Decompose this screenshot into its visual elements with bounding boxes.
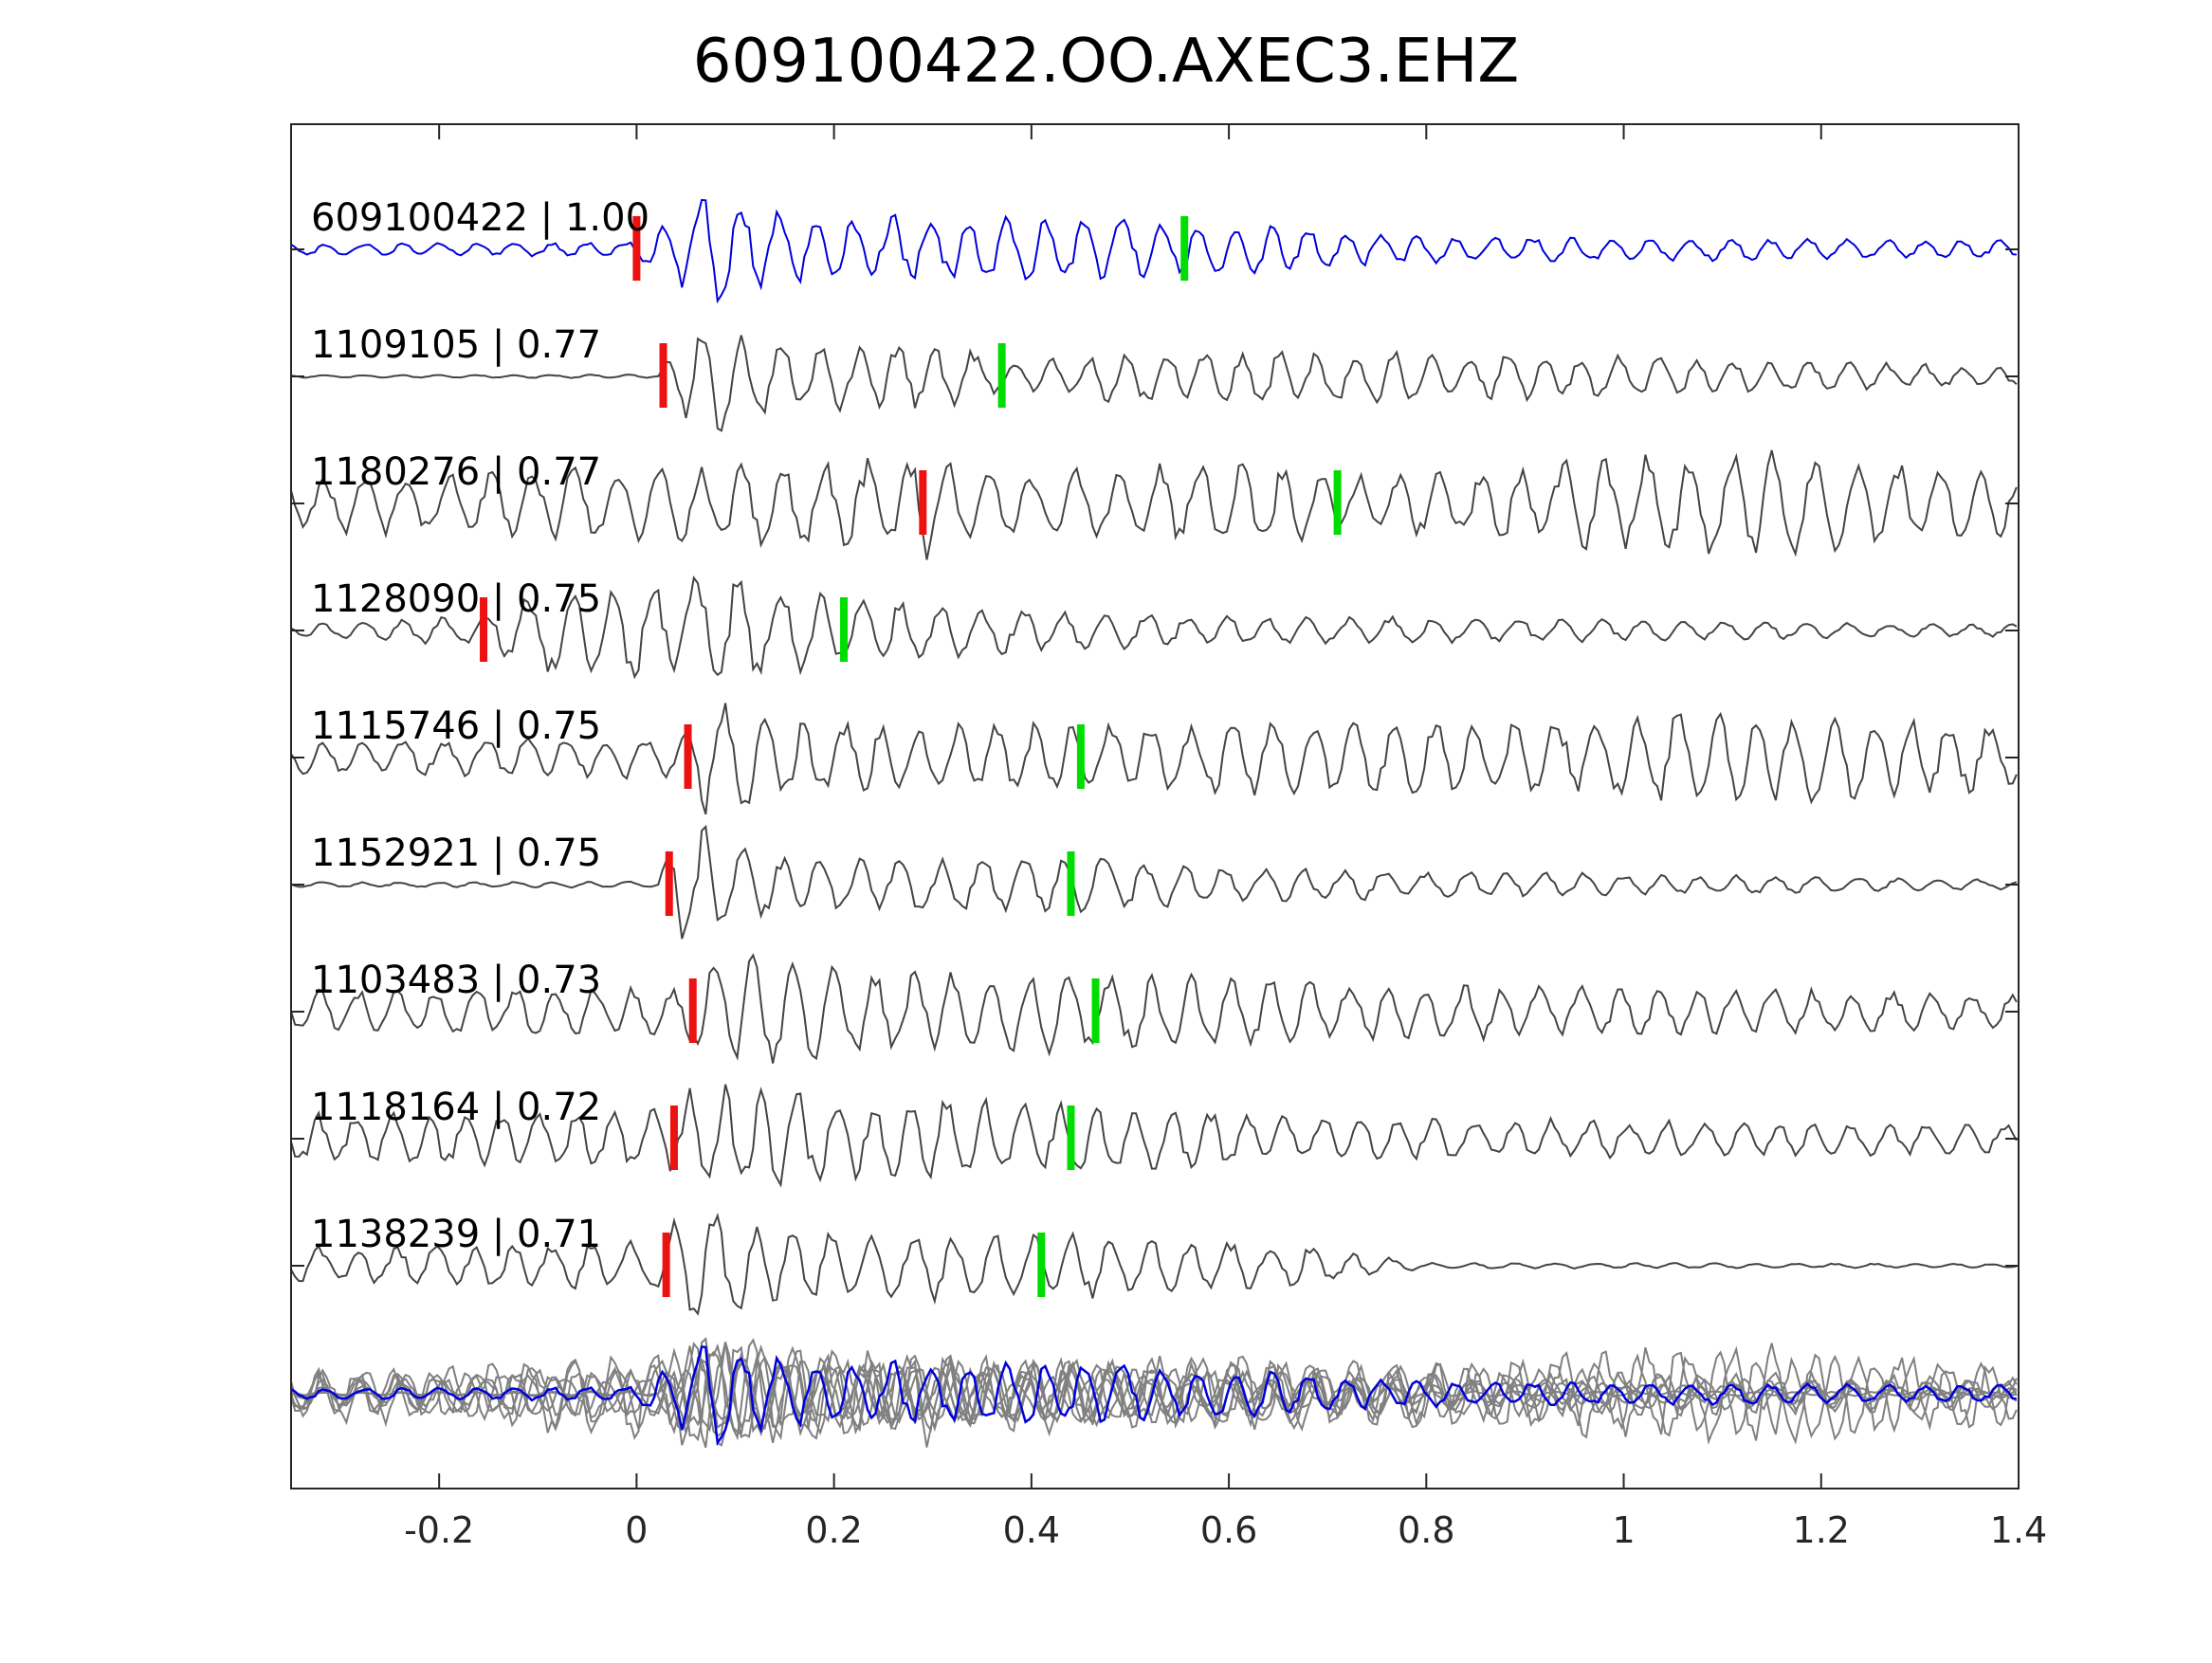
trace-line-1 (290, 335, 2018, 432)
trace-label-1: 1109105 | 0.77 (311, 323, 601, 367)
trace-line-2 (290, 449, 2018, 560)
x-tick-label-3: 0.4 (1003, 1509, 1060, 1551)
x-axis: -0.2 0 0.2 0.4 0.6 0.8 1 1.2 1.4 (404, 124, 2047, 1551)
trace-line-4 (290, 703, 2018, 815)
stack-layer (290, 1337, 2018, 1449)
trace-label-5: 1152921 | 0.75 (311, 832, 601, 875)
x-tick-label-4: 0.6 (1200, 1509, 1257, 1551)
trace-label-8: 1138239 | 0.71 (311, 1213, 601, 1256)
chart-title: 609100422.OO.AXEC3.EHZ (692, 27, 1520, 97)
trace-label-3: 1128090 | 0.75 (311, 577, 601, 621)
x-tick-label-7: 1.2 (1793, 1509, 1850, 1551)
x-tick-label-2: 0.2 (805, 1509, 862, 1551)
x-tick-label-1: 0 (625, 1509, 648, 1551)
trace-line-6 (290, 953, 2018, 1064)
stack-trace-8 (290, 1343, 2018, 1442)
x-tick-label-5: 0.8 (1398, 1509, 1454, 1551)
stack-trace-7 (290, 1342, 2018, 1441)
trace-line-7 (290, 1084, 2018, 1188)
trace-line-3 (290, 576, 2018, 680)
x-tick-label-8: 1.4 (1990, 1509, 2047, 1551)
trace-label-2: 1180276 | 0.77 (311, 450, 601, 494)
trace-label-4: 1115746 | 0.75 (311, 704, 601, 748)
x-tick-label-0: -0.2 (404, 1509, 474, 1551)
traces-layer (290, 198, 2019, 1316)
trace-line-8 (290, 1213, 2018, 1316)
stack-trace-0 (290, 1345, 2017, 1447)
plot-frame (290, 123, 2020, 1489)
trace-label-0: 609100422 | 1.00 (311, 196, 649, 240)
trace-labels-layer: 609100422 | 1.00 1109105 | 0.77 1180276 | … (311, 196, 649, 1256)
trace-line-0 (290, 198, 2017, 304)
trace-label-6: 1103483 | 0.73 (311, 959, 601, 1002)
trace-label-7: 1118164 | 0.72 (311, 1086, 601, 1129)
stack-trace-3 (290, 1341, 2018, 1440)
x-tick-label-6: 1 (1612, 1509, 1635, 1551)
trace-line-5 (290, 824, 2018, 940)
